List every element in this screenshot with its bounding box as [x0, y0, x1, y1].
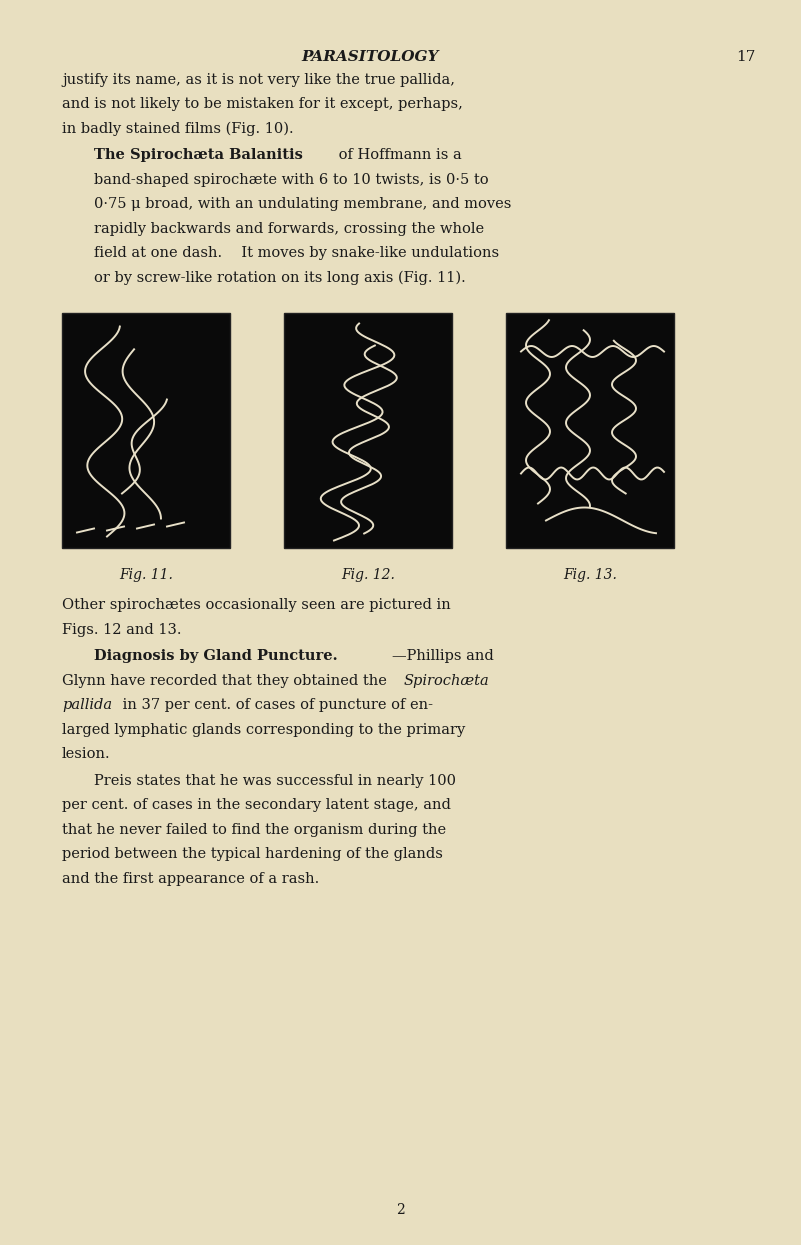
Text: rapidly backwards and forwards, crossing the whole: rapidly backwards and forwards, crossing…	[94, 222, 484, 237]
Text: 0·75 μ broad, with an undulating membrane, and moves: 0·75 μ broad, with an undulating membran…	[94, 198, 511, 212]
Text: Preis states that he was successful in nearly 100: Preis states that he was successful in n…	[94, 774, 456, 788]
Text: Fig. 12.: Fig. 12.	[341, 569, 395, 583]
Text: and the first appearance of a rash.: and the first appearance of a rash.	[62, 872, 320, 886]
Text: lesion.: lesion.	[62, 747, 111, 762]
Text: —Phillips and: —Phillips and	[392, 650, 493, 664]
Text: The Spirochæta Balanitis: The Spirochæta Balanitis	[94, 148, 303, 163]
Text: justify its name, as it is not very like the true pallida,: justify its name, as it is not very like…	[62, 73, 455, 87]
Text: period between the typical hardening of the glands: period between the typical hardening of …	[62, 848, 443, 862]
Text: in 37 per cent. of cases of puncture of en-: in 37 per cent. of cases of puncture of …	[118, 698, 433, 712]
Text: that he never failed to find the organism during the: that he never failed to find the organis…	[62, 823, 446, 837]
Text: 17: 17	[735, 50, 755, 63]
Text: and is not likely to be mistaken for it except, perhaps,: and is not likely to be mistaken for it …	[62, 97, 463, 112]
Text: of Hoffmann is a: of Hoffmann is a	[334, 148, 461, 163]
Text: larged lymphatic glands corresponding to the primary: larged lymphatic glands corresponding to…	[62, 723, 465, 737]
Text: Glynn have recorded that they obtained the: Glynn have recorded that they obtained t…	[62, 674, 392, 688]
Bar	[284, 314, 452, 549]
Text: 2: 2	[396, 1203, 405, 1218]
Bar	[506, 314, 674, 549]
Text: or by screw-like rotation on its long axis (Fig. 11).: or by screw-like rotation on its long ax…	[94, 271, 465, 285]
Bar	[62, 314, 230, 549]
Text: Spirochæta: Spirochæta	[404, 674, 489, 688]
Text: Diagnosis by Gland Puncture.: Diagnosis by Gland Puncture.	[94, 650, 338, 664]
Text: in badly stained films (Fig. 10).: in badly stained films (Fig. 10).	[62, 122, 294, 137]
Text: Other spirochætes occasionally seen are pictured in: Other spirochætes occasionally seen are …	[62, 599, 451, 613]
Text: per cent. of cases in the secondary latent stage, and: per cent. of cases in the secondary late…	[62, 798, 451, 813]
Text: Fig. 11.: Fig. 11.	[119, 569, 173, 583]
Text: field at one dash.  It moves by snake-like undulations: field at one dash. It moves by snake-lik…	[94, 247, 499, 260]
Text: pallida: pallida	[62, 698, 112, 712]
Text: PARASITOLOGY: PARASITOLOGY	[302, 50, 439, 63]
Text: band-shaped spirochæte with 6 to 10 twists, is 0·5 to: band-shaped spirochæte with 6 to 10 twis…	[94, 173, 489, 187]
Text: Fig. 13.: Fig. 13.	[563, 569, 617, 583]
Text: Figs. 12 and 13.: Figs. 12 and 13.	[62, 622, 182, 637]
